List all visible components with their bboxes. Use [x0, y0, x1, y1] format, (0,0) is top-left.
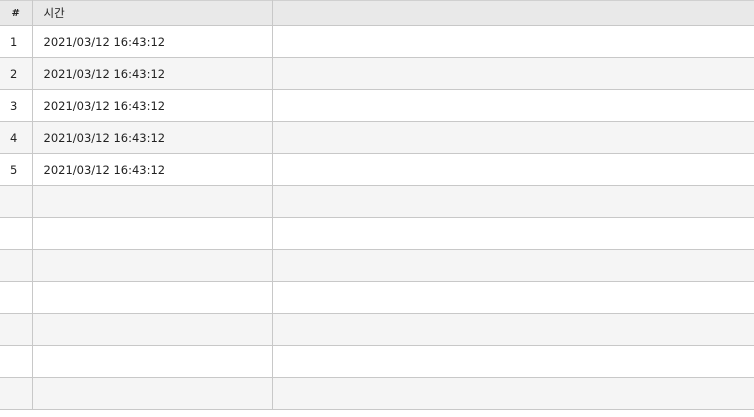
- empty-cell: [0, 281, 33, 314]
- column-header-index[interactable]: #: [0, 0, 33, 26]
- table-row[interactable]: 1 2021/03/12 16:43:12: [0, 25, 754, 58]
- table-row[interactable]: 2 2021/03/12 16:43:12: [0, 57, 754, 90]
- row-time: 2021/03/12 16:43:12: [32, 57, 273, 90]
- row-index: 1: [0, 25, 33, 58]
- row-time: 2021/03/12 16:43:12: [32, 153, 273, 186]
- row-time: 2021/03/12 16:43:12: [32, 25, 273, 58]
- row-time: 2021/03/12 16:43:12: [32, 121, 273, 154]
- empty-cell: [32, 313, 273, 346]
- empty-table-row[interactable]: [0, 185, 754, 218]
- empty-cell: [0, 249, 33, 282]
- empty-cell: [272, 345, 754, 378]
- table-row[interactable]: 5 2021/03/12 16:43:12: [0, 153, 754, 186]
- row-extra-cell: [272, 153, 754, 186]
- empty-cell: [0, 217, 33, 250]
- empty-cell: [272, 377, 754, 410]
- empty-cell: [32, 249, 273, 282]
- empty-table-row[interactable]: [0, 345, 754, 378]
- row-index: 3: [0, 89, 33, 122]
- table-row[interactable]: 4 2021/03/12 16:43:12: [0, 121, 754, 154]
- row-index: 5: [0, 153, 33, 186]
- empty-cell: [32, 377, 273, 410]
- empty-table-row[interactable]: [0, 313, 754, 346]
- row-extra-cell: [272, 89, 754, 122]
- empty-cell: [32, 345, 273, 378]
- empty-cell: [0, 345, 33, 378]
- empty-cell: [272, 217, 754, 250]
- row-index: 2: [0, 57, 33, 90]
- empty-cell: [272, 313, 754, 346]
- empty-cell: [272, 281, 754, 314]
- empty-cell: [272, 185, 754, 218]
- empty-cell: [32, 281, 273, 314]
- empty-cell: [272, 249, 754, 282]
- table-row[interactable]: 3 2021/03/12 16:43:12: [0, 89, 754, 122]
- empty-table-row[interactable]: [0, 281, 754, 314]
- empty-cell: [0, 377, 33, 410]
- header-row: # 시간: [0, 0, 754, 26]
- empty-table-row[interactable]: [0, 249, 754, 282]
- row-extra-cell: [272, 57, 754, 90]
- row-extra-cell: [272, 25, 754, 58]
- empty-cell: [32, 185, 273, 218]
- empty-cell: [0, 313, 33, 346]
- empty-cell: [32, 217, 273, 250]
- column-header-empty[interactable]: [272, 0, 754, 26]
- row-extra-cell: [272, 121, 754, 154]
- row-index: 4: [0, 121, 33, 154]
- row-time: 2021/03/12 16:43:12: [32, 89, 273, 122]
- empty-cell: [0, 185, 33, 218]
- column-header-time[interactable]: 시간: [32, 0, 273, 26]
- empty-table-row[interactable]: [0, 217, 754, 250]
- empty-table-row[interactable]: [0, 377, 754, 410]
